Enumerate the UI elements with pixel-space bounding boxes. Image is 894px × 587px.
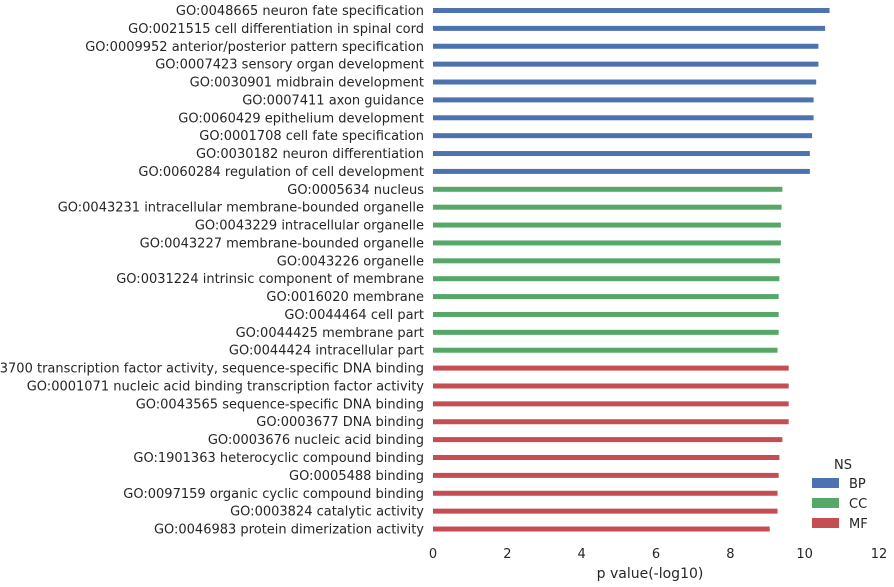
bar-go-0046983 xyxy=(433,526,770,532)
bar-go-0031224 xyxy=(433,276,780,282)
category-label: GO:0060429 epithelium development xyxy=(178,111,424,126)
legend-label-bp: BP xyxy=(849,477,866,492)
category-label: GO:0003676 nucleic acid binding xyxy=(208,433,424,448)
bar-go-0043565 xyxy=(433,401,789,407)
bar-go-0001071 xyxy=(433,383,789,389)
category-label: GO:0003824 catalytic activity xyxy=(230,505,424,520)
bar-go-0003700 xyxy=(433,365,789,371)
bar-go-0001708 xyxy=(433,133,813,139)
bar-go-0003677 xyxy=(433,419,789,425)
category-label: GO:0097159 organic cyclic compound bindi… xyxy=(123,487,424,502)
bar-go-0043226 xyxy=(433,258,781,264)
x-axis-title: p value(-log10) xyxy=(597,566,704,582)
x-tick-label: 0 xyxy=(429,547,437,562)
legend-swatch-cc xyxy=(812,498,839,508)
bar-go-0007423 xyxy=(433,61,819,67)
category-label: GO:0030182 neuron differentiation xyxy=(196,147,424,162)
category-label: GO:0005634 nucleus xyxy=(287,183,424,198)
x-tick-label: 4 xyxy=(578,547,586,562)
category-label: GO:0043229 intracellular organelle xyxy=(195,219,424,234)
bar-go-0003676 xyxy=(433,437,783,443)
category-label: GO:0001071 nucleic acid binding transcri… xyxy=(27,379,425,394)
category-label: GO:0003700 transcription factor activity… xyxy=(0,362,424,377)
bar-go-0003824 xyxy=(433,508,778,514)
bar-go-0021515 xyxy=(433,25,826,31)
bar-go-0048665 xyxy=(433,8,830,13)
x-tick-label: 12 xyxy=(871,547,888,562)
bar-go-0009952 xyxy=(433,43,819,49)
category-label: GO:0021515 cell differentiation in spina… xyxy=(128,22,424,37)
bar-go-0097159 xyxy=(433,490,778,496)
bar-go-0007411 xyxy=(433,97,814,103)
bars-group xyxy=(433,8,830,532)
legend-title: NS xyxy=(834,458,852,473)
bar-go-0005488 xyxy=(433,472,779,478)
category-label: GO:0005488 binding xyxy=(289,469,424,484)
bar-go-0016020 xyxy=(433,294,779,300)
bar-go-0030182 xyxy=(433,151,810,157)
category-label: GO:0003677 DNA binding xyxy=(256,415,424,430)
bar-go-0043227 xyxy=(433,240,781,246)
legend-swatch-mf xyxy=(812,518,839,528)
category-label: GO:0007411 axon guidance xyxy=(242,93,424,108)
bar-go-0043231 xyxy=(433,204,782,210)
bar-go-0060429 xyxy=(433,115,814,121)
category-label: GO:0044425 membrane part xyxy=(236,326,424,341)
category-label: GO:0043226 organelle xyxy=(277,254,424,269)
bar-go-0060284 xyxy=(433,168,810,174)
legend: NS BP CC MF xyxy=(812,458,868,532)
bar-go-0043229 xyxy=(433,222,781,228)
category-label: GO:0043231 intracellular membrane-bounde… xyxy=(58,201,424,216)
legend-label-mf: MF xyxy=(849,517,868,532)
x-tick-label: 10 xyxy=(796,547,813,562)
category-label: GO:0016020 membrane xyxy=(266,290,424,305)
category-label: GO:0043227 membrane-bounded organelle xyxy=(140,236,424,251)
category-label: GO:0046983 protein dimerization activity xyxy=(154,523,424,538)
category-label: GO:0043565 sequence-specific DNA binding xyxy=(136,397,424,412)
category-label: GO:0044464 cell part xyxy=(284,308,424,323)
x-tick-label: 6 xyxy=(652,547,660,562)
bar-go-0044425 xyxy=(433,329,779,335)
category-label: GO:0044424 intracellular part xyxy=(229,344,424,359)
bar-go-0044464 xyxy=(433,311,779,317)
x-axis-ticks-group: 0 2 4 6 8 10 12 xyxy=(429,547,887,562)
category-label: GO:0007423 sensory organ development xyxy=(155,58,424,73)
bar-go-0005634 xyxy=(433,186,783,192)
bar-go-0044424 xyxy=(433,347,778,353)
category-label: GO:0009952 anterior/posterior pattern sp… xyxy=(85,40,424,55)
category-label: GO:1901363 heterocyclic compound binding xyxy=(133,451,424,466)
category-label: GO:0031224 intrinsic component of membra… xyxy=(116,272,424,287)
bar-go-0030901 xyxy=(433,79,817,85)
legend-label-cc: CC xyxy=(849,497,867,512)
category-label: GO:0030901 midbrain development xyxy=(190,76,424,91)
category-label: GO:0001708 cell fate specification xyxy=(199,129,424,144)
x-tick-label: 8 xyxy=(726,547,734,562)
category-label: GO:0060284 regulation of cell developmen… xyxy=(138,165,424,180)
bar-go-1901363 xyxy=(433,455,780,460)
category-label: GO:0048665 neuron fate specification xyxy=(176,4,424,19)
category-labels-group: GO:0048665 neuron fate specification GO:0… xyxy=(0,4,424,538)
legend-swatch-bp xyxy=(812,478,839,488)
x-tick-label: 2 xyxy=(503,547,511,562)
